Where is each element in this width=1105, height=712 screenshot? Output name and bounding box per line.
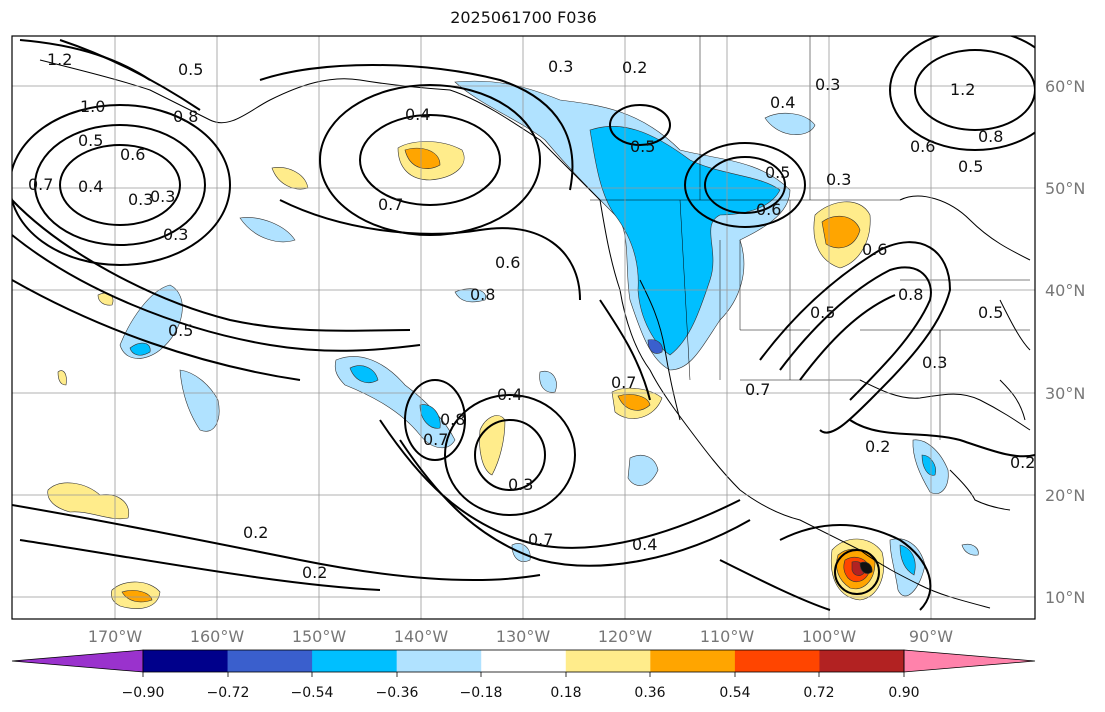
svg-text:50°N: 50°N (1045, 179, 1085, 198)
colorbar-ticks (142, 672, 905, 677)
longitude-labels: 170°W 160°W 150°W 140°W 130°W 120°W 110°… (88, 627, 953, 646)
svg-text:150°W: 150°W (292, 627, 347, 646)
svg-text:0.5: 0.5 (765, 163, 790, 182)
svg-text:−0.90: −0.90 (122, 685, 165, 701)
colorbar-extend-high (903, 649, 1036, 673)
svg-text:0.7: 0.7 (28, 175, 53, 194)
colorbar-cell (312, 650, 398, 672)
svg-text:0.5: 0.5 (810, 303, 835, 322)
colorbar-cell (481, 650, 567, 672)
svg-text:0.4: 0.4 (405, 105, 430, 124)
svg-text:0.7: 0.7 (528, 530, 553, 549)
svg-text:0.4: 0.4 (770, 93, 795, 112)
svg-text:0.7: 0.7 (611, 373, 636, 392)
svg-text:0.90: 0.90 (888, 685, 919, 701)
svg-text:10°N: 10°N (1045, 588, 1085, 607)
svg-text:0.72: 0.72 (803, 685, 834, 701)
svg-text:0.5: 0.5 (958, 157, 983, 176)
svg-text:0.8: 0.8 (440, 410, 465, 429)
svg-text:140°W: 140°W (394, 627, 449, 646)
svg-text:0.7: 0.7 (423, 430, 448, 449)
latitude-labels: 60°N 50°N 40°N 30°N 20°N 10°N (1045, 77, 1085, 607)
svg-text:170°W: 170°W (88, 627, 143, 646)
svg-text:0.18: 0.18 (550, 685, 581, 701)
coastlines (39, 59, 1031, 609)
colorbar-cell (396, 650, 482, 672)
colorbar-tick-labels: −0.90 −0.72 −0.54 −0.36 −0.18 0.18 0.36 … (122, 685, 920, 701)
map-area (12, 36, 1035, 619)
positive-shading (47, 141, 885, 609)
svg-text:0.7: 0.7 (745, 380, 770, 399)
svg-text:0.5: 0.5 (178, 60, 203, 79)
svg-text:30°N: 30°N (1045, 384, 1085, 403)
colorbar-extend-low (11, 649, 144, 673)
svg-text:0.3: 0.3 (128, 190, 153, 209)
colorbar-cell (227, 650, 313, 672)
svg-text:0.8: 0.8 (898, 285, 923, 304)
colorbar-cell (819, 650, 905, 672)
svg-text:0.6: 0.6 (120, 145, 145, 164)
map-frame (11, 35, 1036, 620)
svg-text:130°W: 130°W (496, 627, 551, 646)
svg-text:0.8: 0.8 (470, 285, 495, 304)
svg-text:0.3: 0.3 (150, 187, 175, 206)
svg-text:0.2: 0.2 (1010, 453, 1035, 472)
svg-text:0.4: 0.4 (497, 385, 522, 404)
svg-text:0.3: 0.3 (815, 75, 840, 94)
svg-text:110°W: 110°W (700, 627, 755, 646)
svg-text:0.2: 0.2 (865, 437, 890, 456)
svg-text:0.3: 0.3 (548, 57, 573, 76)
svg-text:0.3: 0.3 (508, 475, 533, 494)
svg-text:0.2: 0.2 (302, 563, 327, 582)
svg-text:0.2: 0.2 (243, 523, 268, 542)
contour-lines (12, 36, 1035, 611)
svg-text:0.36: 0.36 (634, 685, 665, 701)
svg-text:0.5: 0.5 (78, 131, 103, 150)
svg-text:100°W: 100°W (802, 627, 857, 646)
svg-text:0.3: 0.3 (826, 170, 851, 189)
svg-text:0.6: 0.6 (756, 200, 781, 219)
colorbar: −0.90 −0.72 −0.54 −0.36 −0.18 0.18 0.36 … (11, 649, 1036, 701)
svg-text:0.6: 0.6 (862, 240, 887, 259)
svg-text:90°W: 90°W (909, 627, 953, 646)
map-title: 2025061700 F036 (450, 8, 597, 27)
graticule (12, 36, 1035, 619)
svg-text:0.3: 0.3 (163, 225, 188, 244)
svg-text:0.6: 0.6 (495, 253, 520, 272)
svg-text:0.6: 0.6 (910, 137, 935, 156)
svg-text:40°N: 40°N (1045, 281, 1085, 300)
colorbar-cell (734, 650, 820, 672)
colorbar-cell (650, 650, 736, 672)
colorbar-cell (565, 650, 651, 672)
contour-labels: 1.2 1.0 0.5 0.7 0.4 0.3 0.8 0.4 0.7 0.5 … (28, 50, 1035, 582)
svg-text:0.3: 0.3 (922, 353, 947, 372)
svg-text:0.4: 0.4 (632, 535, 657, 554)
svg-text:0.5: 0.5 (978, 303, 1003, 322)
svg-text:−0.18: −0.18 (460, 685, 503, 701)
svg-text:1.0: 1.0 (80, 97, 105, 116)
svg-text:0.5: 0.5 (168, 321, 193, 340)
svg-text:120°W: 120°W (598, 627, 653, 646)
svg-text:60°N: 60°N (1045, 77, 1085, 96)
svg-text:0.2: 0.2 (622, 58, 647, 77)
svg-text:0.54: 0.54 (719, 685, 750, 701)
svg-text:−0.54: −0.54 (291, 685, 334, 701)
svg-text:20°N: 20°N (1045, 486, 1085, 505)
svg-text:−0.72: −0.72 (207, 685, 250, 701)
svg-text:0.4: 0.4 (78, 177, 103, 196)
svg-text:160°W: 160°W (190, 627, 245, 646)
svg-text:0.8: 0.8 (978, 127, 1003, 146)
svg-text:0.5: 0.5 (630, 137, 655, 156)
svg-text:1.2: 1.2 (950, 80, 975, 99)
svg-text:1.2: 1.2 (47, 50, 72, 69)
svg-text:0.8: 0.8 (173, 107, 198, 126)
svg-text:−0.36: −0.36 (376, 685, 419, 701)
colorbar-cell (143, 650, 229, 672)
svg-text:0.7: 0.7 (378, 195, 403, 214)
